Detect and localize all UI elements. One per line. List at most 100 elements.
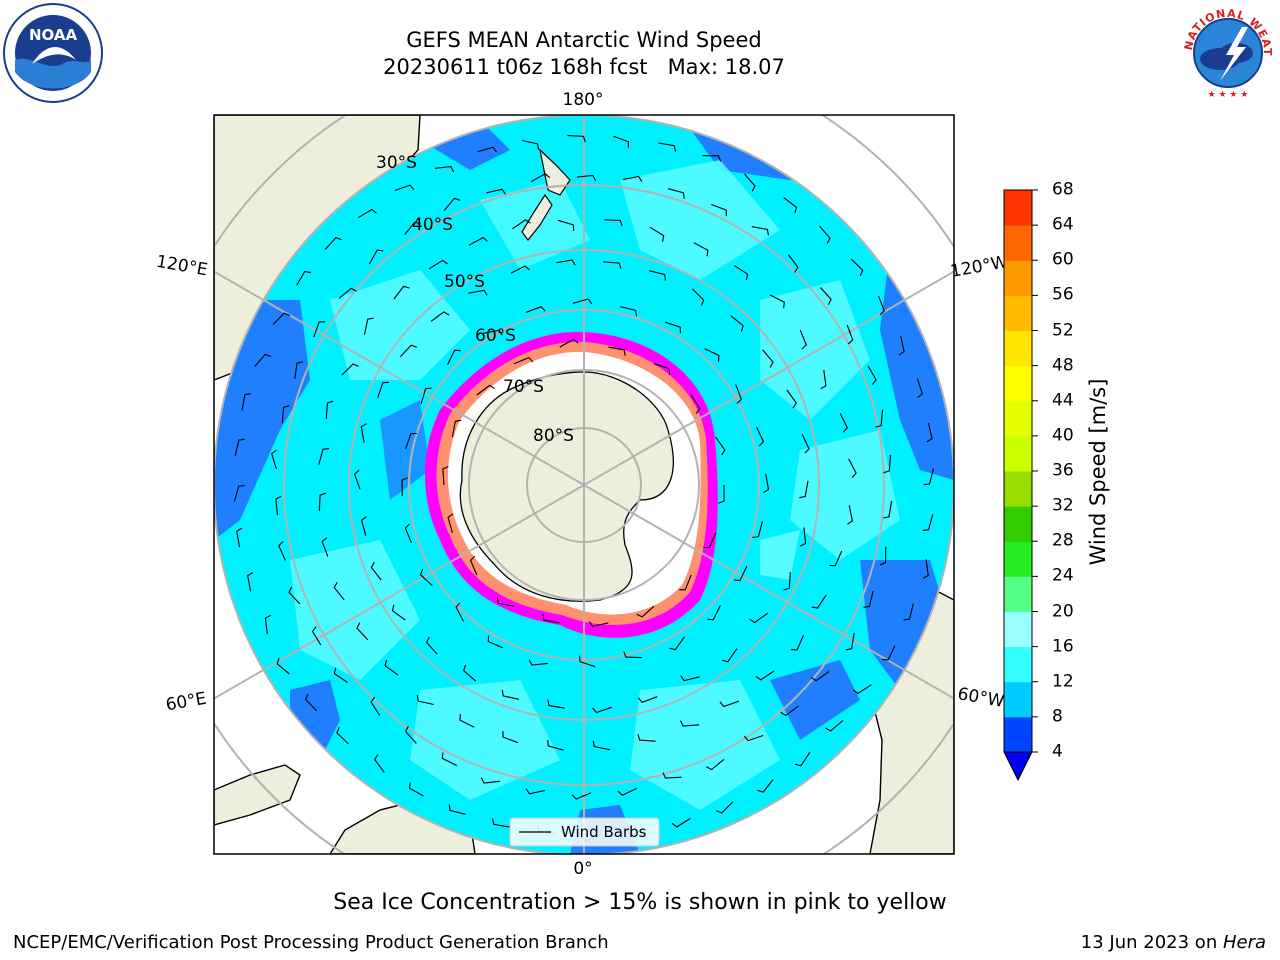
wind-barb [588,621,609,628]
wind-barb [487,635,504,649]
wind-barb [819,225,831,244]
wind-barb [829,550,843,567]
meridian-label-0: 0° [573,859,592,879]
wind-barb [845,632,855,651]
colorbar-segment [1004,681,1032,718]
wind-barb [451,419,462,438]
wind-barb [839,413,848,433]
wind-barb [483,329,503,336]
wind-barb [442,466,449,486]
wind-barb [353,469,361,490]
legend-label: Wind Barbs [561,823,647,841]
wind-barb [404,221,421,235]
wind-barb [247,572,254,592]
wind-barb [922,514,934,531]
wind-barb [556,259,576,266]
colorbar-tick-label: 32 [1052,495,1074,516]
wind-barb [455,602,464,622]
wind-barb [787,254,799,273]
wind-barb [512,219,531,230]
wind-barb [794,751,811,767]
wind-barb [393,285,410,300]
wind-barb [730,315,744,332]
colorbar-segment [1004,330,1032,367]
wind-barb [502,730,519,744]
wind-barb [715,436,726,456]
wind-barb [637,734,656,742]
wind-barb [360,516,367,536]
colorbar-tick-label: 24 [1052,565,1074,586]
wind-barb [501,689,519,700]
wind-barb [604,219,623,227]
wind-barb [571,792,592,800]
colorbar-segment [1004,190,1032,226]
wind-barb [271,449,277,470]
wind-barb [288,586,301,605]
lat-label-40s: 40°S [412,215,453,235]
wind-barb [420,387,432,405]
wind-barb [752,521,763,538]
lat-label-30s: 30°S [376,153,417,173]
noaa-logo: NOAA [2,2,104,104]
wind-barb [374,754,385,773]
wind-barb [791,634,805,651]
wind-barb [579,655,596,668]
wind-barb [321,537,329,557]
wind-barb [576,174,597,182]
wind-barb [662,772,682,779]
wind-barb [719,700,740,708]
wind-barb [408,782,424,797]
wind-barb [391,604,406,621]
wind-barb [592,706,612,714]
wind-barb [617,787,638,796]
wind-barb [877,295,885,316]
sea-ice-note-text: Sea Ice Concentration > 15% is shown in … [333,890,947,915]
colorbar-tick-label: 28 [1052,530,1074,551]
wind-barb [296,270,311,286]
meridian-label-60w: 60°W [956,684,1006,712]
wind-barb [525,306,546,313]
colorbar-label: Wind Speed [m/s] [1086,378,1110,566]
colorbar-segment [1004,541,1032,577]
wind-barb [275,495,282,516]
wind-barb [799,329,807,350]
wind-barb [513,356,534,365]
colorbar-tick-label: 40 [1052,425,1074,446]
colorbar-tick-label: 12 [1052,671,1074,692]
sea-ice-note: Sea Ice Concentration > 15% is shown in … [0,890,1280,915]
wind-barb [680,720,700,727]
wind-barb [820,369,827,390]
colorbar-segment [1004,716,1032,753]
wind-barb [404,523,412,544]
wind-barb [324,236,342,250]
wind-barb [883,454,892,474]
wind-barb [234,438,245,456]
wind-barb [707,605,721,621]
colorbar-tick-label: 52 [1052,320,1074,340]
colorbar-tick-label: 68 [1052,179,1074,200]
wind-barb [680,675,700,682]
wind-barb [357,208,377,219]
wind-barb [658,142,677,152]
colorbar [1003,189,1038,782]
wind-barb [608,346,626,356]
wind-barb [715,801,734,814]
wind-barb [333,582,345,601]
wind-barb [780,705,799,717]
wind-barb [510,265,530,274]
wind-barb [401,477,408,497]
wind-barb [762,349,774,368]
wind-barb [863,590,874,608]
colorbar-segment [1004,471,1032,507]
wind-barb [425,636,438,655]
wind-barb [755,670,775,681]
wind-barb [294,361,303,380]
colorbar-segment [1004,506,1032,542]
wind-barb [763,473,770,494]
wind-barb [622,175,643,182]
wind-barb [370,696,381,716]
title-line-2: 20230611 t06z 168h fcst Max: 18.07 [383,55,785,79]
colorbar-tick-label: 8 [1052,706,1063,727]
wind-barb [477,146,498,153]
